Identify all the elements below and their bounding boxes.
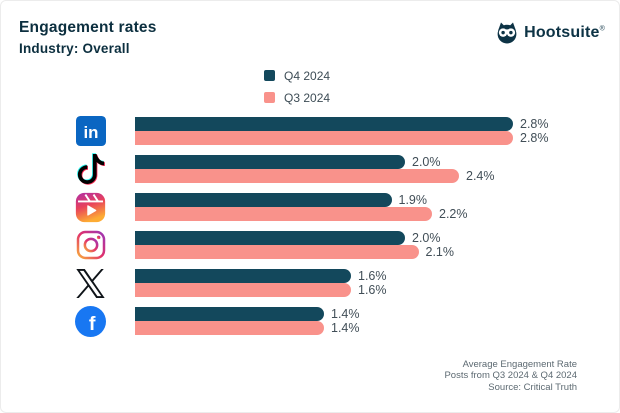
bar-value-label: 2.0% bbox=[412, 231, 441, 245]
q4-legend-label: Q4 2024 bbox=[284, 68, 331, 83]
chart-row-instagram-reels: 1.9% 2.2% bbox=[1, 192, 619, 223]
platform-icon-cell: f bbox=[1, 305, 135, 337]
bar-value-label: 1.6% bbox=[358, 283, 387, 297]
bar-value-label: 2.0% bbox=[412, 155, 441, 169]
q3-legend-swatch bbox=[264, 92, 275, 103]
bar-value-label: 2.2% bbox=[439, 207, 468, 221]
svg-text:f: f bbox=[89, 313, 96, 335]
tiktok-icon bbox=[74, 152, 107, 186]
bar-value-label: 2.8% bbox=[520, 131, 549, 145]
brand-wordmark: Hootsuite® bbox=[524, 24, 605, 41]
owl-icon bbox=[495, 21, 519, 45]
bar-q4-tiktok bbox=[135, 155, 405, 169]
bar-q3-facebook bbox=[135, 321, 324, 335]
legend-item-q3: Q3 2024 bbox=[264, 90, 331, 105]
bar-q3-x bbox=[135, 283, 351, 297]
bar-q4-facebook bbox=[135, 307, 324, 321]
chart-row-instagram: 2.0% 2.1% bbox=[1, 230, 619, 260]
bar-q4-instagram bbox=[135, 231, 405, 245]
bar-q3-instagram bbox=[135, 245, 419, 259]
footer-line-3: Source: Critical Truth bbox=[488, 381, 577, 393]
x-icon bbox=[74, 268, 107, 298]
page-subtitle: Industry: Overall bbox=[19, 41, 130, 56]
brand-logo: Hootsuite® bbox=[495, 21, 605, 45]
bar-q4-linkedin bbox=[135, 117, 513, 131]
header-titles: Engagement rates Industry: Overall bbox=[19, 19, 157, 56]
facebook-icon: f bbox=[74, 305, 107, 337]
chart-row-facebook: f 1.4% 1.4% bbox=[1, 305, 619, 337]
svg-text:in: in bbox=[83, 123, 98, 142]
legend-item-q4: Q4 2024 bbox=[264, 68, 331, 83]
chart-row-tiktok: 2.0% 2.4% bbox=[1, 152, 619, 186]
bar-q3-instagram-reels bbox=[135, 207, 432, 221]
q4-legend-swatch bbox=[264, 70, 275, 81]
bar-chart: in 2.8% 2.8% bbox=[1, 116, 619, 345]
chart-row-linkedin: in 2.8% 2.8% bbox=[1, 116, 619, 146]
bar-value-label: 2.1% bbox=[425, 245, 455, 259]
registered-mark: ® bbox=[599, 25, 605, 33]
bar-value-label: 1.9% bbox=[398, 193, 428, 207]
bar-value-label: 1.6% bbox=[358, 269, 387, 283]
page-title: Engagement rates bbox=[19, 19, 157, 36]
bar-value-label: 2.8% bbox=[520, 117, 549, 131]
chart-legend: Q4 2024 Q3 2024 bbox=[264, 68, 331, 105]
bar-q3-linkedin bbox=[135, 131, 513, 145]
linkedin-icon: in bbox=[74, 116, 107, 146]
instagram-icon bbox=[74, 230, 107, 260]
chart-row-x: 1.6% 1.6% bbox=[1, 268, 619, 298]
platform-icon-cell bbox=[1, 192, 135, 223]
bar-q4-x bbox=[135, 269, 351, 283]
platform-icon-cell bbox=[1, 152, 135, 186]
footer-line-1: Average Engagement Rate bbox=[462, 358, 577, 370]
footer-line-2: Posts from Q3 2024 & Q4 2024 bbox=[444, 370, 577, 381]
q3-legend-label: Q3 2024 bbox=[284, 90, 331, 105]
instagram-reels-icon bbox=[74, 192, 107, 223]
bar-value-label: 1.4% bbox=[331, 321, 360, 335]
platform-icon-cell bbox=[1, 230, 135, 260]
platform-icon-cell: in bbox=[1, 116, 135, 146]
bar-q3-tiktok bbox=[135, 169, 459, 183]
platform-icon-cell bbox=[1, 268, 135, 298]
bar-q4-instagram-reels bbox=[135, 193, 392, 207]
source-note: Average Engagement Rate Posts from Q3 20… bbox=[444, 359, 577, 394]
bar-value-label: 2.4% bbox=[466, 169, 495, 183]
bar-value-label: 1.4% bbox=[331, 307, 360, 321]
